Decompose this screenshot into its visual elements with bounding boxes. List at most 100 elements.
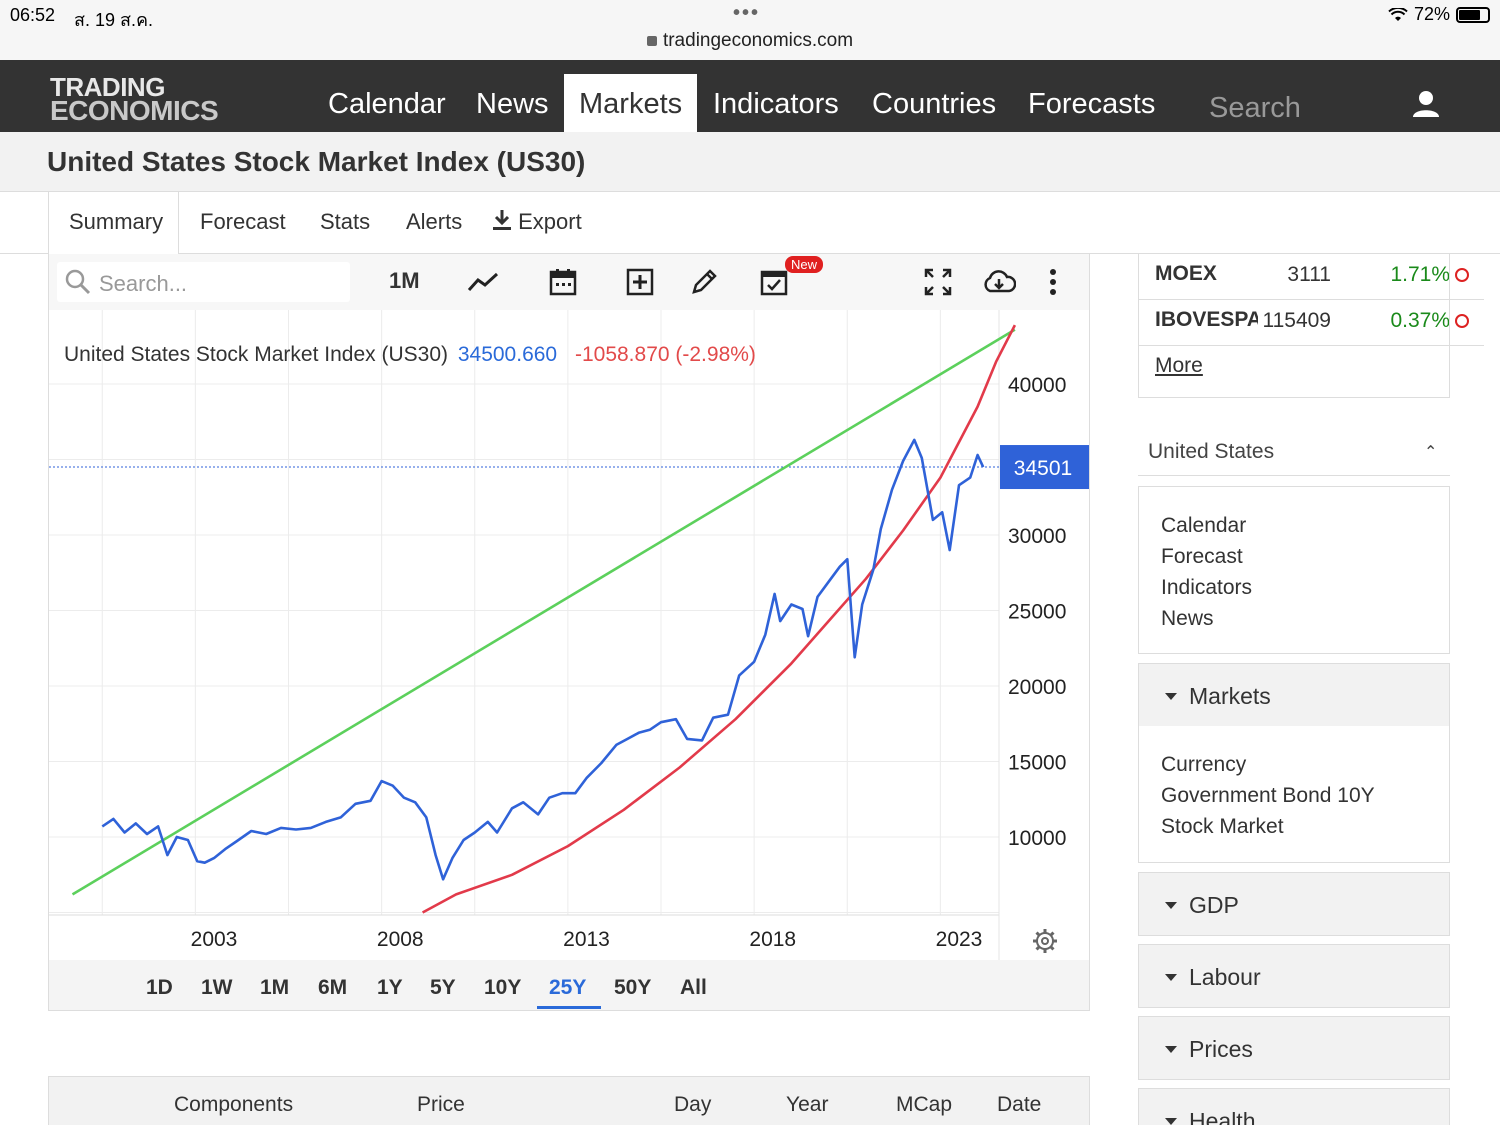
country-links: Calendar Forecast Indicators News [1138,486,1450,654]
section-health[interactable]: Health [1138,1088,1450,1125]
nav-indicators[interactable]: Indicators [713,88,839,120]
nav-news[interactable]: News [476,88,549,120]
legend-series-name: United States Stock Market Index (US30) [64,343,448,366]
link-stock-market[interactable]: Stock Market [1161,815,1284,838]
col-year[interactable]: Year [786,1093,829,1116]
x-tick-label: 2023 [936,928,983,951]
components-table-header: Components Price Day Year MCap Date [48,1076,1090,1125]
link-calendar[interactable]: Calendar [1161,514,1247,537]
nav-markets[interactable]: Markets [564,74,698,132]
col-price[interactable]: Price [417,1093,465,1116]
y-tick-label: 25000 [1008,601,1066,624]
link-currency[interactable]: Currency [1161,753,1247,776]
events-button[interactable] [756,264,792,300]
section-prices[interactable]: Prices [1138,1016,1450,1080]
section-markets[interactable]: Markets [1138,663,1450,727]
chart-type-button[interactable] [465,264,501,300]
y-tick-label: 20000 [1008,676,1066,699]
country-select[interactable]: United States ⌃ [1138,432,1450,476]
fullscreen-icon [924,268,952,296]
range-1y[interactable]: 1Y [377,976,403,999]
line-chart-icon [467,272,499,292]
col-components[interactable]: Components [174,1093,294,1116]
chart-legend: United States Stock Market Index (US30) … [64,343,756,367]
link-indicators[interactable]: Indicators [1161,576,1253,599]
market-row-ibovespa[interactable]: IBOVESPA 115409 0.37% [1139,300,1484,346]
settings-gear-icon[interactable] [1033,929,1057,953]
link-government-bond[interactable]: Government Bond 10Y [1161,784,1375,807]
y-tick-label: 15000 [1008,752,1066,775]
legend-change: -1058.870 (-2.98%) [574,343,756,366]
current-value-badge [1000,445,1089,490]
range-25y[interactable]: 25Y [549,976,587,999]
legend-value: 34500.660 [457,343,558,366]
y-tick-label: 30000 [1008,525,1066,548]
system-indicators: 72% [1388,4,1490,25]
more-options-button[interactable] [1035,264,1071,300]
range-50y[interactable]: 50Y [614,976,652,999]
tab-forecast[interactable]: Forecast [200,209,286,234]
date: ส. 19 ส.ค. [74,10,154,30]
content-tabs: Summary Forecast Stats Alerts Export [0,192,1500,255]
tab-export[interactable]: Export [492,192,582,254]
col-day[interactable]: Day [674,1093,712,1116]
range-5y[interactable]: 5Y [430,976,456,999]
chart-toolbar: Search... 1M New [49,254,1089,310]
more-markets-link[interactable]: More [1155,354,1203,377]
x-tick-label: 2013 [563,928,610,951]
price-series-line [101,438,985,881]
battery-icon [1456,6,1490,23]
search-icon [65,269,91,295]
link-news[interactable]: News [1161,607,1214,630]
site-search-input[interactable]: Search [1201,86,1383,136]
chart-svg[interactable]: 10000 15000 20000 25000 30000 40000 2003 2008 20… [49,310,1089,960]
nav-forecasts[interactable]: Forecasts [1028,88,1156,120]
range-1d[interactable]: 1D [146,976,173,999]
battery-percent: 72% [1413,4,1450,24]
user-icon[interactable] [1412,90,1440,118]
caret-down-icon [1165,1118,1177,1125]
compare-button[interactable] [622,264,658,300]
tab-stats[interactable]: Stats [320,209,371,234]
download-chart-button[interactable] [981,264,1017,300]
markets-widget: MOEX 3111 1.71% IBOVESPA 115409 0.37% Mo… [1138,254,1484,398]
date-range-button[interactable] [545,264,581,300]
wifi-icon [1388,7,1408,21]
add-square-icon [626,268,654,296]
caret-down-icon [1165,693,1177,700]
link-forecast[interactable]: Forecast [1161,545,1243,568]
interval-button[interactable]: 1M [389,268,420,293]
draw-button[interactable] [686,264,722,300]
market-row-moex[interactable]: MOEX 3111 1.71% [1139,254,1484,300]
chart-search-input[interactable]: Search... [57,262,350,302]
range-all[interactable]: All [680,976,707,999]
nav-countries[interactable]: Countries [872,88,997,120]
x-tick-label: 2008 [377,928,424,951]
range-6m[interactable]: 6M [318,976,348,999]
tab-dots-icon[interactable]: ••• [733,2,761,24]
section-gdp[interactable]: GDP [1138,872,1450,936]
y-tick-label: 10000 [1008,827,1066,850]
section-labour[interactable]: Labour [1138,944,1450,1008]
range-1m[interactable]: 1M [260,976,290,999]
trend-line [71,328,1016,896]
fullscreen-button[interactable] [920,264,956,300]
address-bar[interactable]: tradingeconomics.com [0,30,1500,52]
growth-curve-line [421,324,1017,914]
col-mcap[interactable]: MCap [896,1093,953,1116]
range-10y[interactable]: 10Y [484,976,522,999]
tab-alerts[interactable]: Alerts [406,209,463,234]
range-1w[interactable]: 1W [201,976,233,999]
url-text: tradingeconomics.com [662,30,854,51]
nav-calendar[interactable]: Calendar [328,88,446,120]
download-icon [493,210,511,230]
col-date[interactable]: Date [997,1093,1042,1116]
clock-icon [1455,314,1469,328]
tab-summary[interactable]: Summary [48,192,180,255]
cloud-download-icon [984,270,1016,293]
chart-area[interactable]: 10000 15000 20000 25000 30000 40000 2003 2008 20… [49,310,1089,960]
browser-status-bar: 06:52 ส. 19 ส.ค. ••• tradingeconomics.co… [0,0,1500,60]
new-badge: New [785,256,824,273]
up-down-chevron-icon: ⌃ [1424,444,1438,461]
site-logo[interactable]: TRADING ECONOMICS [50,72,219,126]
